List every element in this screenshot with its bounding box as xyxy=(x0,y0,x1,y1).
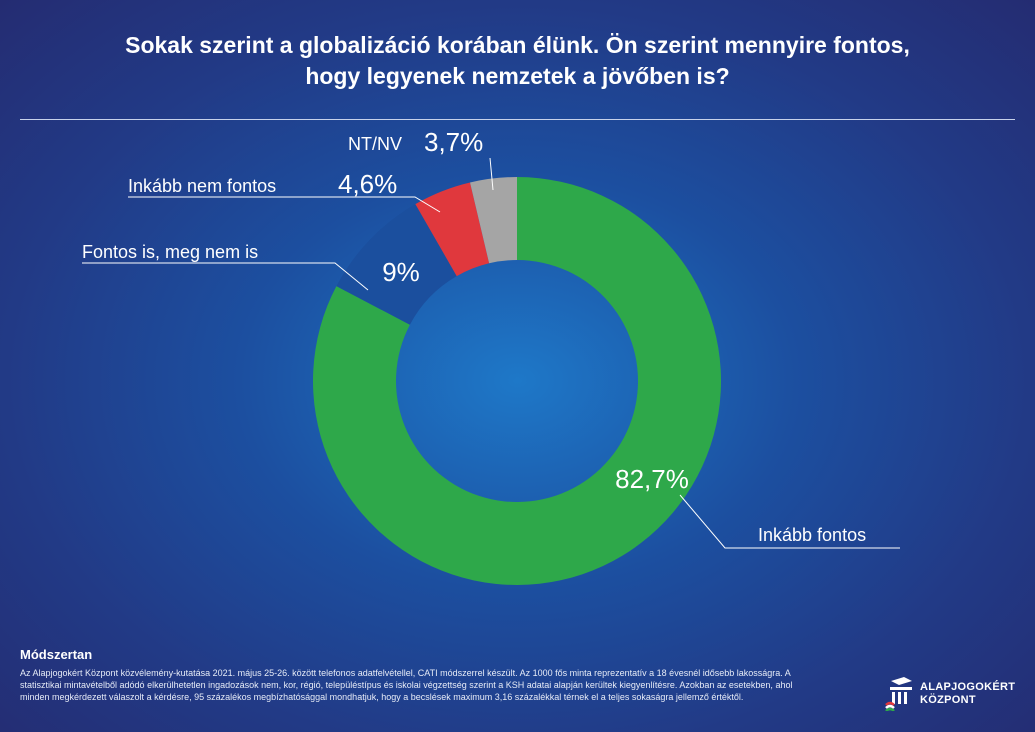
title-divider xyxy=(20,119,1015,120)
chart-title-line-1: Sokak szerint a globalizáció korában élü… xyxy=(125,32,910,58)
logo-wordmark: ALAPJOGOKÉRT KÖZPONT xyxy=(920,681,1015,707)
slice-value-fontos-is-meg-nem-is: 9% xyxy=(382,257,420,287)
leader-line-inkabb-nem-fontos xyxy=(128,196,441,213)
leader-line-nt-nv xyxy=(489,157,494,191)
methodology-title: Módszertan xyxy=(20,647,93,662)
logo-mark-icon xyxy=(885,677,912,711)
logo-line-2: KÖZPONT xyxy=(920,694,976,706)
logo-line-1: ALAPJOGOKÉRT xyxy=(920,681,1016,693)
slice-value-nt-nv: 3,7% xyxy=(424,127,483,157)
chart-title: Sokak szerint a globalizáció korában élü… xyxy=(0,30,1035,92)
donut-slice-nt-nv xyxy=(470,177,517,264)
slice-label-inkabb-fontos: Inkább fontos xyxy=(758,525,866,545)
donut-slices xyxy=(312,177,721,586)
logo: ALAPJOGOKÉRT KÖZPONT xyxy=(884,675,1024,715)
methodology-text: Az Alapjogokért Központ közvélemény-kuta… xyxy=(20,668,793,702)
donut-slice-inkább-fontos xyxy=(312,177,721,586)
slice-label-nt-nv: NT/NV xyxy=(348,134,402,154)
slice-value-inkabb-fontos: 82,7% xyxy=(615,464,689,494)
donut-slice-inkább-nem-fontos xyxy=(415,182,490,277)
leader-line-fontos-is-meg-nem-is xyxy=(82,262,369,291)
chart-title-line-2: hogy legyenek nemzetek a jövőben is? xyxy=(305,63,730,89)
donut-slice-fontos-is-meg-nem-is xyxy=(336,204,457,325)
slice-value-inkabb-nem-fontos: 4,6% xyxy=(338,169,397,199)
slice-label-fontos-is-meg-nem-is: Fontos is, meg nem is xyxy=(82,242,258,262)
leader-line-inkabb-fontos xyxy=(679,494,900,549)
slice-label-inkabb-nem-fontos: Inkább nem fontos xyxy=(128,176,276,196)
